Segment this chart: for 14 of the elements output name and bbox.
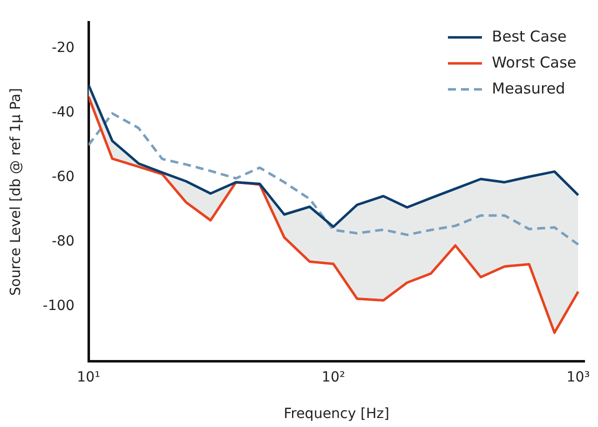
y-tick-label: -100 (42, 298, 75, 314)
line-series (88, 112, 580, 246)
y-tick-label: -60 (52, 169, 75, 186)
y-tick-label: -80 (52, 234, 75, 250)
y-axis-title: Source Level [db @ ref 1μ Pa] (8, 88, 24, 296)
x-tick-label: 10¹ (76, 369, 100, 386)
legend-label: Measured (492, 79, 566, 98)
y-tick-label: -40 (52, 104, 75, 120)
x-tick-label: 10³ (566, 369, 590, 386)
legend-label: Best Case (492, 27, 567, 46)
x-axis-title: Frequency [Hz] (284, 406, 390, 422)
y-tick-label: -20 (52, 40, 75, 56)
legend-label: Worst Case (492, 53, 576, 72)
x-tick-label: 10² (322, 369, 346, 386)
